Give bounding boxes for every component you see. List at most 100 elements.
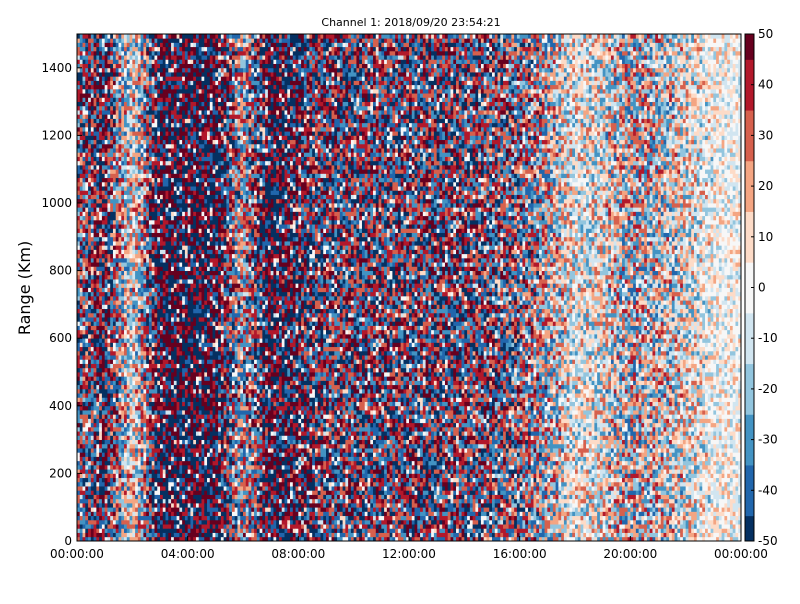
heatmap-cell [85, 283, 88, 288]
heatmap-cell [182, 173, 185, 178]
heatmap-cell [171, 376, 174, 381]
heatmap-cell [182, 385, 185, 390]
heatmap-cell [143, 499, 146, 504]
heatmap-cell [163, 469, 166, 474]
heatmap-cell [110, 97, 113, 102]
heatmap-cell [102, 55, 105, 60]
heatmap-cell [152, 76, 155, 81]
heatmap-cell [188, 368, 191, 373]
heatmap-cell [91, 482, 94, 487]
heatmap-cell [182, 203, 185, 208]
heatmap-cell [141, 102, 144, 107]
heatmap-cell [83, 457, 86, 462]
heatmap-cell [119, 292, 122, 297]
heatmap-cell [80, 397, 83, 402]
heatmap-cell [188, 385, 191, 390]
heatmap-cell [132, 410, 135, 415]
heatmap-cell [185, 195, 188, 200]
heatmap-cell [91, 347, 94, 352]
heatmap-cell [179, 85, 182, 90]
heatmap-cell [116, 157, 119, 162]
heatmap-cell [96, 216, 99, 221]
heatmap-cell [94, 355, 97, 360]
heatmap-cell [119, 507, 122, 512]
heatmap-cell [105, 93, 108, 98]
heatmap-cell [154, 186, 157, 191]
heatmap-cell [138, 241, 141, 246]
heatmap-cell [185, 414, 188, 419]
heatmap-cell [188, 275, 191, 280]
heatmap-cell [83, 47, 86, 52]
heatmap-cell [138, 199, 141, 204]
heatmap-cell [132, 431, 135, 436]
heatmap-cell [143, 195, 146, 200]
heatmap-cell [157, 511, 160, 516]
heatmap-cell [124, 524, 127, 529]
heatmap-cell [171, 524, 174, 529]
heatmap-cell [124, 511, 127, 516]
heatmap-cell [149, 292, 152, 297]
heatmap-cell [99, 47, 102, 52]
heatmap-cell [102, 228, 105, 233]
heatmap-cell [107, 444, 110, 449]
heatmap-cell [179, 38, 182, 43]
heatmap-cell [138, 410, 141, 415]
heatmap-cell [185, 503, 188, 508]
heatmap-cell [185, 516, 188, 521]
heatmap-cell [163, 452, 166, 457]
heatmap-cell [149, 59, 152, 64]
heatmap-cell [110, 266, 113, 271]
heatmap-cell [174, 347, 177, 352]
heatmap-cell [130, 313, 133, 318]
heatmap-cell [83, 499, 86, 504]
heatmap-cell [96, 249, 99, 254]
heatmap-cell [185, 85, 188, 90]
heatmap-cell [130, 435, 133, 440]
heatmap-cell [177, 258, 180, 263]
heatmap-cell [91, 516, 94, 521]
heatmap-cell [163, 135, 166, 140]
heatmap-cell [85, 119, 88, 124]
heatmap-cell [141, 321, 144, 326]
heatmap-cell [160, 397, 163, 402]
heatmap-cell [174, 199, 177, 204]
heatmap-cell [102, 309, 105, 314]
heatmap-cell [124, 140, 127, 145]
heatmap-cell [154, 410, 157, 415]
heatmap-cell [99, 97, 102, 102]
heatmap-cell [94, 482, 97, 487]
heatmap-cell [113, 283, 116, 288]
heatmap-cell [110, 190, 113, 195]
heatmap-cell [141, 342, 144, 347]
heatmap-cell [143, 478, 146, 483]
heatmap-cell [102, 465, 105, 470]
heatmap-cell [113, 334, 116, 339]
heatmap-cell [163, 528, 166, 533]
heatmap-cell [130, 266, 133, 271]
heatmap-cell [182, 157, 185, 162]
heatmap-cell [124, 119, 127, 124]
heatmap-cell [99, 423, 102, 428]
heatmap-cell [102, 165, 105, 170]
heatmap-cell [130, 97, 133, 102]
heatmap-cell [166, 106, 169, 111]
heatmap-cell [168, 431, 171, 436]
heatmap-cell [94, 317, 97, 322]
heatmap-cell [85, 359, 88, 364]
heatmap-cell [182, 334, 185, 339]
heatmap-cell [113, 51, 116, 56]
heatmap-cell [85, 431, 88, 436]
heatmap-cell [177, 131, 180, 136]
heatmap-cell [177, 152, 180, 157]
heatmap-cell [174, 389, 177, 394]
heatmap-cell [138, 296, 141, 301]
heatmap-cell [149, 486, 152, 491]
heatmap-cell [135, 220, 138, 225]
heatmap-cell [85, 102, 88, 107]
heatmap-cell [127, 131, 130, 136]
heatmap-cell [171, 169, 174, 174]
heatmap-cell [174, 203, 177, 208]
heatmap-cell [190, 516, 193, 521]
heatmap-cell [99, 102, 102, 107]
heatmap-cell [177, 80, 180, 85]
